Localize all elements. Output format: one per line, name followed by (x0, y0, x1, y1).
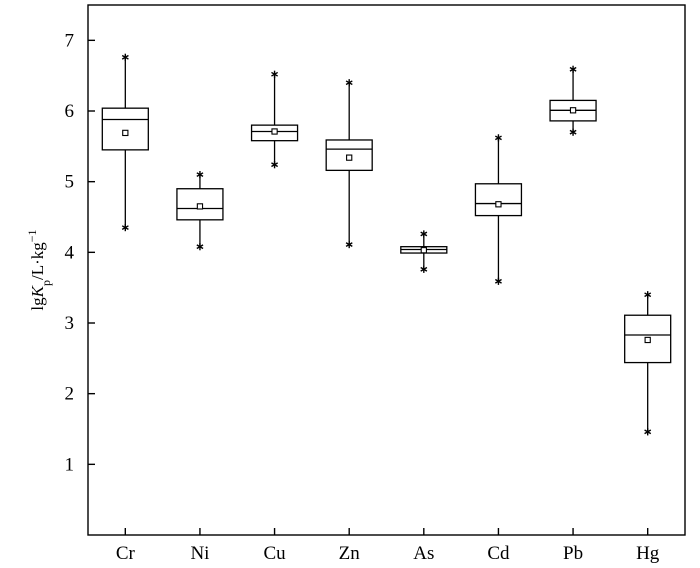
max-marker (271, 70, 279, 78)
max-marker (121, 53, 129, 61)
y-axis-label: lgKp/L·kg−1 (25, 229, 53, 310)
min-marker (420, 265, 428, 273)
box-hg (624, 291, 672, 436)
star-stroke (569, 129, 577, 135)
star-stroke (644, 429, 652, 435)
star-stroke (196, 244, 204, 250)
star-stroke (271, 162, 279, 168)
mean-marker (420, 247, 427, 254)
y-tick-label: 5 (65, 172, 75, 193)
star-stroke (644, 292, 652, 298)
y-axis: 1 2 3 4 5 6 7 (65, 30, 95, 475)
y-axis-label-part: −1 (25, 229, 39, 242)
iqr-box (101, 107, 149, 151)
star-stroke (271, 71, 279, 77)
star-stroke (494, 278, 502, 284)
x-tick-label: Cu (263, 543, 286, 564)
min-marker (271, 161, 279, 169)
plot-frame (87, 4, 686, 536)
x-tick-label: Cd (487, 543, 510, 564)
mean-marker (122, 129, 129, 137)
min-marker (121, 224, 129, 232)
box-cr (101, 53, 149, 232)
x-tick-label: Hg (636, 543, 660, 564)
star-stroke (121, 225, 129, 231)
max-marker (196, 171, 204, 179)
max-marker (494, 134, 502, 142)
y-tick-label: 6 (65, 101, 75, 122)
y-tick-label: 1 (65, 454, 75, 475)
box-zn (325, 79, 373, 249)
star-stroke (494, 135, 502, 141)
mean-marker (196, 203, 204, 210)
min-marker (569, 128, 577, 136)
box-pb (549, 65, 597, 136)
star-stroke (420, 266, 428, 272)
y-tick-label: 7 (65, 30, 75, 51)
mean-marker (271, 128, 278, 135)
max-marker (569, 65, 577, 73)
mean-marker (346, 154, 353, 161)
max-marker (420, 230, 428, 238)
star-stroke (121, 54, 129, 60)
max-marker (644, 291, 652, 299)
x-axis: Cr Ni Cu Zn As Cd Pb Hg (116, 528, 660, 564)
boxes-group (101, 53, 672, 436)
y-tick-label: 4 (65, 242, 75, 263)
max-marker (345, 79, 353, 87)
star-stroke (196, 172, 204, 178)
x-tick-label: Cr (116, 543, 136, 564)
star-stroke (345, 80, 353, 86)
min-marker (644, 428, 652, 436)
box-cu (250, 70, 299, 169)
star-stroke (420, 231, 428, 237)
min-marker (345, 240, 353, 249)
y-tick-label: 3 (65, 313, 75, 334)
min-marker (494, 277, 502, 285)
y-axis-label-part: /L·kg (28, 242, 47, 280)
x-tick-label: Zn (339, 543, 361, 564)
iqr-box (474, 183, 523, 217)
star-stroke (569, 66, 577, 72)
mean-marker (644, 336, 651, 344)
y-axis-label-part: lg (28, 297, 47, 311)
min-marker (196, 243, 204, 251)
x-tick-label: Ni (190, 543, 209, 564)
mean-marker (569, 107, 577, 114)
mean-marker (495, 201, 502, 208)
box-cd (474, 134, 523, 285)
x-tick-label: Pb (563, 543, 583, 564)
box-as (400, 230, 448, 273)
x-tick-label: As (413, 543, 434, 564)
y-tick-label: 2 (65, 384, 75, 405)
box-ni (176, 171, 224, 251)
star-stroke (345, 242, 353, 247)
y-axis-label-part: p (39, 280, 53, 286)
y-axis-label-part: K (28, 284, 47, 298)
